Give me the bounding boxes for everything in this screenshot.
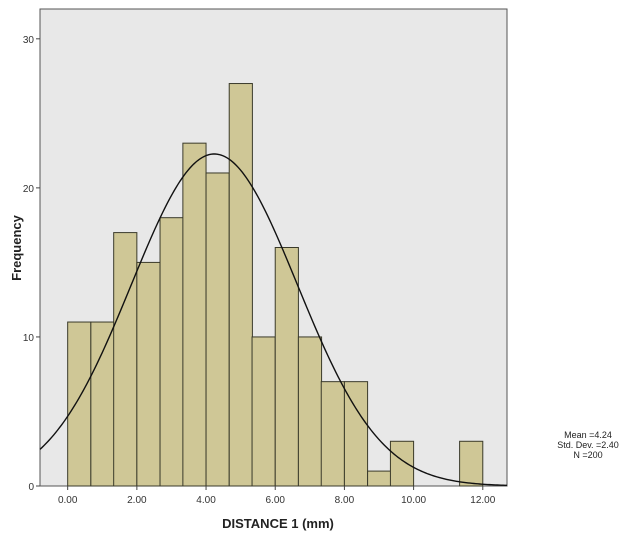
histogram-bar: [90, 321, 115, 487]
x-tick-label: 12.00: [470, 495, 495, 506]
normal-curve: [39, 153, 508, 487]
n-label: N =200: [573, 450, 603, 460]
histogram-bar: [297, 336, 323, 487]
y-tick-label: 30: [23, 35, 35, 46]
y-axis-label: Frequency: [9, 214, 24, 281]
x-tick-label: 8.00: [335, 495, 355, 506]
histogram-bar: [113, 232, 138, 487]
x-tick-label: 2.00: [127, 495, 147, 506]
histogram-bar: [389, 440, 415, 487]
stats-box: Mean =4.24 Std. Dev. =2.40 N =200: [548, 430, 628, 460]
histogram-bar: [182, 142, 207, 487]
histogram-bar: [367, 470, 392, 487]
y-tick-label: 20: [23, 184, 35, 195]
x-tick-label: 10.00: [401, 495, 426, 506]
histogram-bar: [320, 381, 345, 487]
y-tick-label: 0: [28, 482, 34, 493]
histogram-bar: [343, 381, 369, 487]
x-axis: 0.00 2.00 4.00 6.00 8.00 10.00 12.00: [58, 486, 496, 506]
y-tick-label: 10: [23, 333, 35, 344]
histogram-bar: [251, 336, 276, 487]
x-tick-label: 0.00: [58, 495, 78, 506]
std-dev-label: Std. Dev. =2.40: [557, 440, 619, 450]
x-tick-label: 6.00: [265, 495, 285, 506]
histogram-bar: [136, 261, 161, 487]
mean-label: Mean =4.24: [564, 430, 612, 440]
histogram-bar: [205, 172, 230, 487]
histogram-bar: [228, 83, 253, 487]
x-axis-label: DISTANCE 1 (mm): [222, 516, 334, 531]
histogram-bar: [67, 321, 92, 487]
histogram-bar: [274, 247, 299, 487]
x-tick-label: 4.00: [196, 495, 216, 506]
y-axis: 0 10 20 30: [23, 35, 40, 493]
histogram-bar: [459, 440, 484, 487]
histogram-bars: [67, 83, 484, 487]
histogram-bar: [159, 217, 184, 487]
